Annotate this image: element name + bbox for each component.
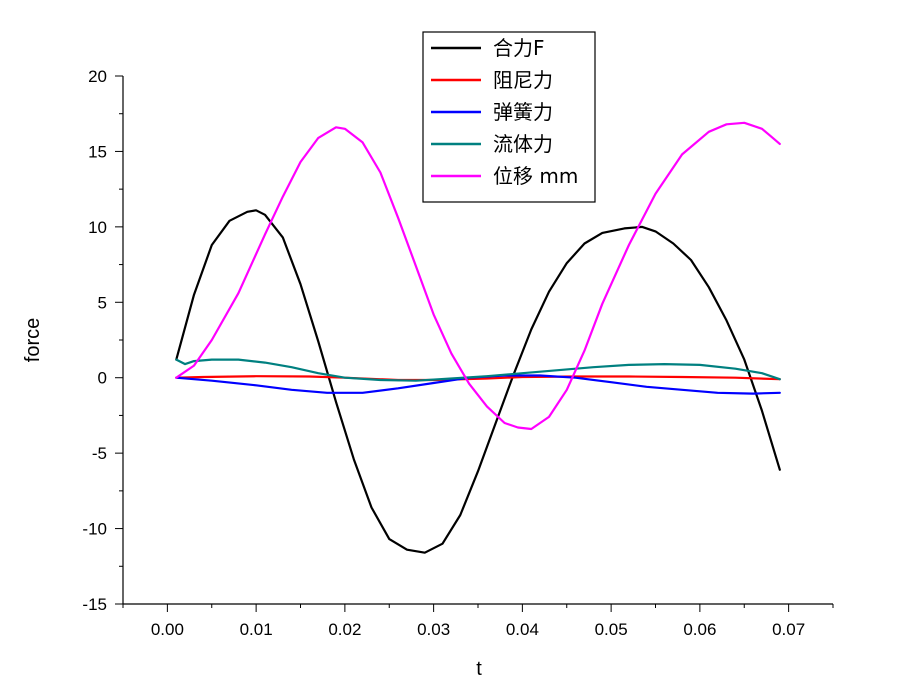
x-tick-label: 0.01 <box>240 620 273 639</box>
y-tick-label: 10 <box>88 218 107 237</box>
x-tick-label: 0.06 <box>683 620 716 639</box>
y-tick-label: 15 <box>88 142 107 161</box>
legend-box <box>422 31 596 203</box>
legend-label: 阻尼力 <box>493 68 553 92</box>
series-line-1 <box>175 209 781 554</box>
y-tick-label: 20 <box>88 67 107 86</box>
series-line-3 <box>175 374 781 395</box>
series-line-4 <box>175 358 781 382</box>
x-tick-label: 0.04 <box>506 620 539 639</box>
x-tick-label: 0.03 <box>417 620 450 639</box>
y-tick-label: 0 <box>98 369 107 388</box>
legend-label: 流体力 <box>493 132 553 156</box>
y-axis-label: force <box>22 318 44 362</box>
plot-area <box>175 121 781 554</box>
x-tick-label: 0.02 <box>328 620 361 639</box>
y-tick-label: -15 <box>82 595 107 614</box>
x-axis-label: t <box>476 658 482 680</box>
x-tick-label: 0.00 <box>151 620 184 639</box>
legend-label: 合力F <box>493 36 545 60</box>
legend-label: 弹簧力 <box>493 100 553 124</box>
y-tick-label: 5 <box>98 293 107 312</box>
series-line-5 <box>175 121 781 431</box>
legend-label: 位移 mm <box>493 164 578 188</box>
y-tick-label: -5 <box>92 444 107 463</box>
y-tick-label: -10 <box>82 520 107 539</box>
x-tick-label: 0.07 <box>772 620 805 639</box>
ticks: 0.00 0.01 0.02 0.03 0.04 0.05 0.06 0.07 20 15 10 5 0… <box>82 67 834 639</box>
x-tick-label: 0.05 <box>595 620 628 639</box>
